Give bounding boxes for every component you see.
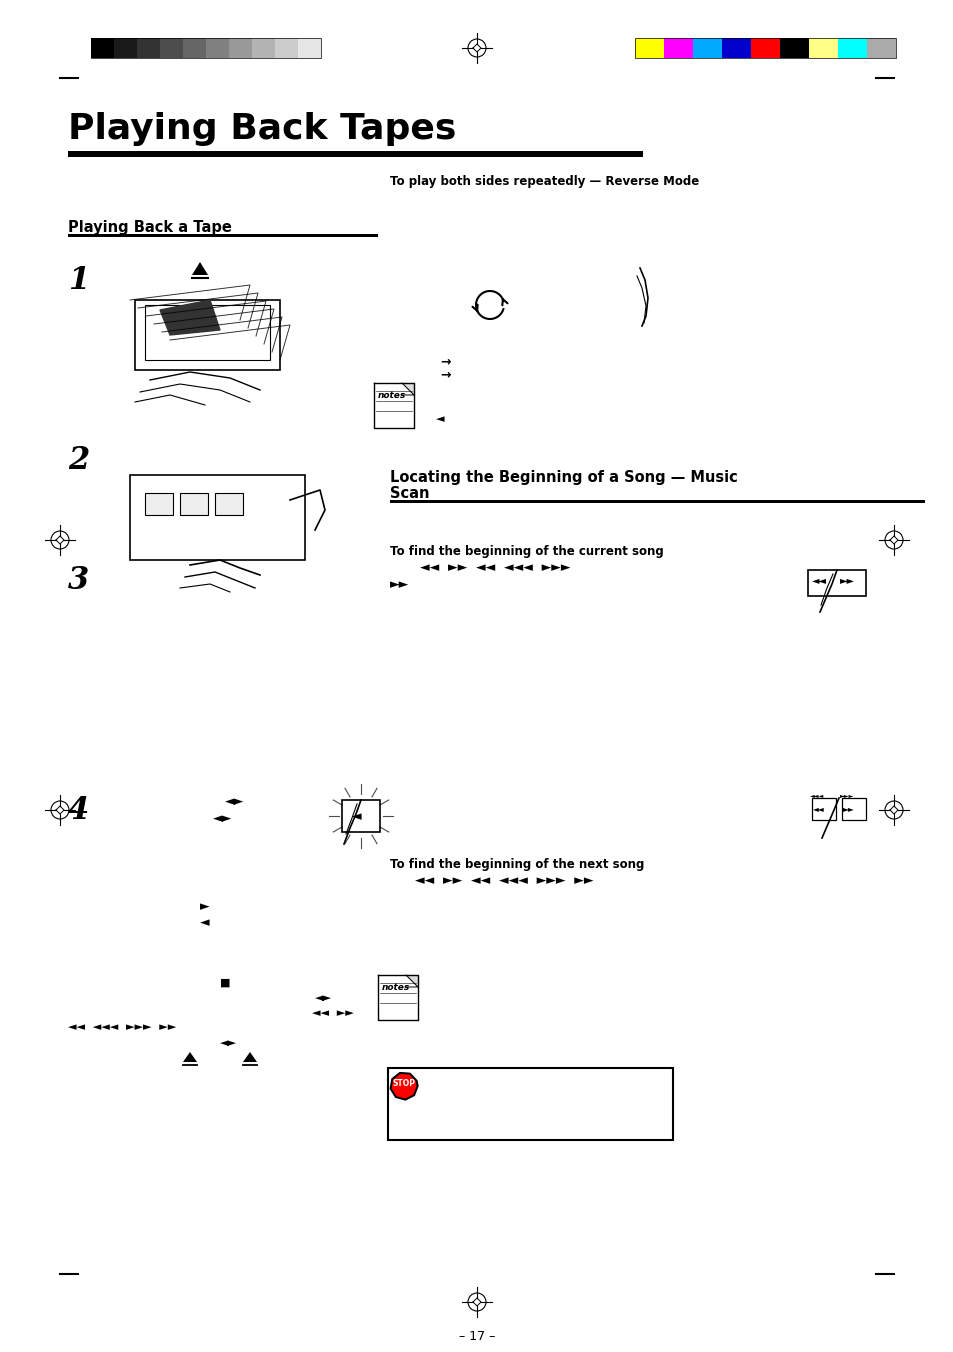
Bar	[274, 38, 297, 58]
Bar	[91, 38, 320, 58]
Text: ◄►: ◄►	[314, 992, 332, 1003]
Bar	[252, 38, 274, 58]
Bar	[692, 38, 721, 58]
Text: ►: ►	[200, 900, 210, 913]
Text: notes: notes	[381, 983, 410, 992]
Text: ◄◄: ◄◄	[811, 575, 826, 585]
Bar	[297, 38, 320, 58]
Bar	[68, 151, 642, 157]
Text: ◄►: ◄►	[220, 1038, 236, 1048]
Text: Playing Back Tapes: Playing Back Tapes	[68, 112, 456, 146]
Text: To find the beginning of the current song: To find the beginning of the current son…	[390, 545, 663, 558]
Text: ►►: ►►	[842, 804, 854, 813]
Bar	[837, 38, 866, 58]
Text: ◄◄  ◄◄◄  ►►►  ►►: ◄◄ ◄◄◄ ►►► ►►	[68, 1022, 176, 1032]
Bar	[866, 38, 895, 58]
Text: ◄◄◄: ◄◄◄	[809, 794, 823, 798]
Text: To find the beginning of the next song: To find the beginning of the next song	[390, 859, 643, 871]
Bar	[145, 306, 270, 360]
Bar	[750, 38, 780, 58]
Bar	[229, 38, 252, 58]
Text: ◄: ◄	[200, 917, 210, 929]
Text: ◄◄: ◄◄	[812, 804, 824, 813]
Bar	[91, 38, 113, 58]
Bar	[635, 38, 895, 58]
Text: ►►: ►►	[840, 575, 854, 585]
Polygon shape	[401, 383, 414, 395]
Bar	[388, 1068, 672, 1140]
Text: →: →	[439, 356, 450, 368]
Bar	[663, 38, 692, 58]
Bar	[721, 38, 750, 58]
Text: ◄◄  ►►  ◄◄  ◄◄◄  ►►►  ►►: ◄◄ ►► ◄◄ ◄◄◄ ►►► ►►	[415, 873, 593, 887]
Bar	[160, 38, 183, 58]
Polygon shape	[160, 300, 220, 335]
Text: ■: ■	[220, 977, 231, 988]
Polygon shape	[406, 975, 417, 987]
Bar	[807, 571, 865, 596]
Text: notes: notes	[377, 391, 406, 400]
Bar	[390, 500, 924, 503]
Text: STOP: STOP	[393, 1079, 416, 1088]
Bar	[635, 38, 663, 58]
Bar	[206, 38, 229, 58]
Text: →: →	[439, 368, 450, 381]
Text: ◄: ◄	[436, 414, 444, 425]
Text: 4: 4	[68, 795, 90, 826]
Text: ◄◄  ►►  ◄◄  ◄◄◄  ►►►: ◄◄ ►► ◄◄ ◄◄◄ ►►►	[419, 561, 570, 575]
Bar	[135, 300, 280, 370]
Bar	[811, 798, 835, 821]
Polygon shape	[192, 262, 208, 274]
Text: 3: 3	[68, 565, 90, 596]
Text: Scan: Scan	[390, 485, 429, 502]
Text: To play both sides repeatedly — Reverse Mode: To play both sides repeatedly — Reverse …	[390, 174, 699, 188]
Bar	[780, 38, 808, 58]
Bar	[180, 493, 208, 515]
Polygon shape	[243, 1052, 256, 1063]
Polygon shape	[392, 1075, 416, 1098]
Text: ◄►: ◄►	[225, 795, 244, 808]
Text: ◄: ◄	[352, 810, 361, 823]
Polygon shape	[183, 1052, 196, 1063]
Text: ◄◄  ►►: ◄◄ ►►	[312, 1009, 354, 1018]
Bar	[341, 800, 379, 831]
Text: 2: 2	[68, 445, 90, 476]
Bar	[841, 798, 865, 821]
Text: ►►►: ►►►	[840, 794, 853, 798]
Bar	[130, 475, 305, 560]
Bar	[113, 38, 137, 58]
Bar	[214, 493, 243, 515]
Text: – 17 –: – 17 –	[458, 1330, 495, 1343]
Text: Playing Back a Tape: Playing Back a Tape	[68, 220, 232, 235]
Text: ◄►: ◄►	[213, 813, 232, 825]
Bar	[183, 38, 206, 58]
Text: ►►: ►►	[390, 579, 409, 591]
Bar	[808, 38, 837, 58]
Polygon shape	[390, 1072, 417, 1101]
Text: 1: 1	[68, 265, 90, 296]
Bar	[68, 234, 377, 237]
Text: Locating the Beginning of a Song — Music: Locating the Beginning of a Song — Music	[390, 470, 737, 485]
Bar	[145, 493, 172, 515]
Bar	[137, 38, 160, 58]
